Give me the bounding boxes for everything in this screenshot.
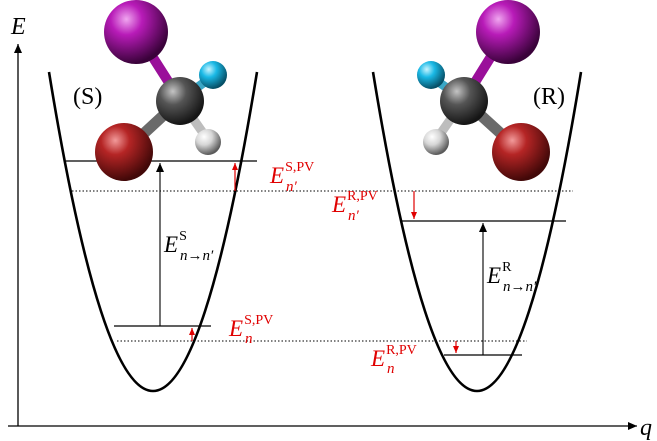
left-enantiomer-label: (S) <box>73 84 102 110</box>
label-subscript: n <box>245 331 253 347</box>
label-subscript: n <box>387 361 395 377</box>
left-lower-pv-label: ES,PV n <box>228 313 273 347</box>
label-superscript: S,PV <box>244 313 273 328</box>
right-transition-label: ER n→n′ <box>486 260 537 295</box>
label-base: E <box>228 316 243 341</box>
label-superscript: R,PV <box>386 343 417 358</box>
iodine-atom <box>476 0 540 64</box>
label-superscript: R <box>502 260 512 275</box>
label-base: E <box>370 346 385 371</box>
right-lower-pv-label: ER,PV n <box>370 343 417 377</box>
label-superscript: R,PV <box>347 189 378 204</box>
left-transition-label: ES n→n′ <box>163 229 214 264</box>
iodine-atom <box>104 0 168 64</box>
label-subscript: n′ <box>286 179 298 195</box>
right-potential-well <box>371 71 583 392</box>
hydrogen-atom <box>195 129 221 155</box>
label-base: E <box>269 163 284 188</box>
carbon-atom <box>440 77 488 125</box>
y-axis-label: E <box>10 14 26 40</box>
carbon-atom <box>156 77 204 125</box>
bromine-atom <box>95 123 153 181</box>
label-base: E <box>331 192 346 217</box>
fluorine-atom <box>417 61 445 89</box>
label-base: E <box>163 232 178 257</box>
right-enantiomer-label: (R) <box>533 84 565 110</box>
right-upper-pv-label: ER,PV n′ <box>331 189 378 224</box>
molecule-r <box>417 0 550 181</box>
label-subscript: n→n′ <box>503 279 537 295</box>
molecule-s <box>95 0 227 181</box>
label-subscript: n′ <box>348 208 360 224</box>
x-axis-label: q <box>640 415 652 441</box>
left-potential-well <box>47 71 259 392</box>
axes: E q <box>8 14 652 441</box>
bromine-atom <box>492 123 550 181</box>
label-base: E <box>486 263 501 288</box>
fluorine-atom <box>199 61 227 89</box>
label-superscript: S <box>179 229 187 244</box>
left-upper-pv-label: ES,PV n′ <box>269 160 314 195</box>
label-subscript: n→n′ <box>180 248 214 264</box>
hydrogen-atom <box>423 129 449 155</box>
label-superscript: S,PV <box>285 160 314 175</box>
